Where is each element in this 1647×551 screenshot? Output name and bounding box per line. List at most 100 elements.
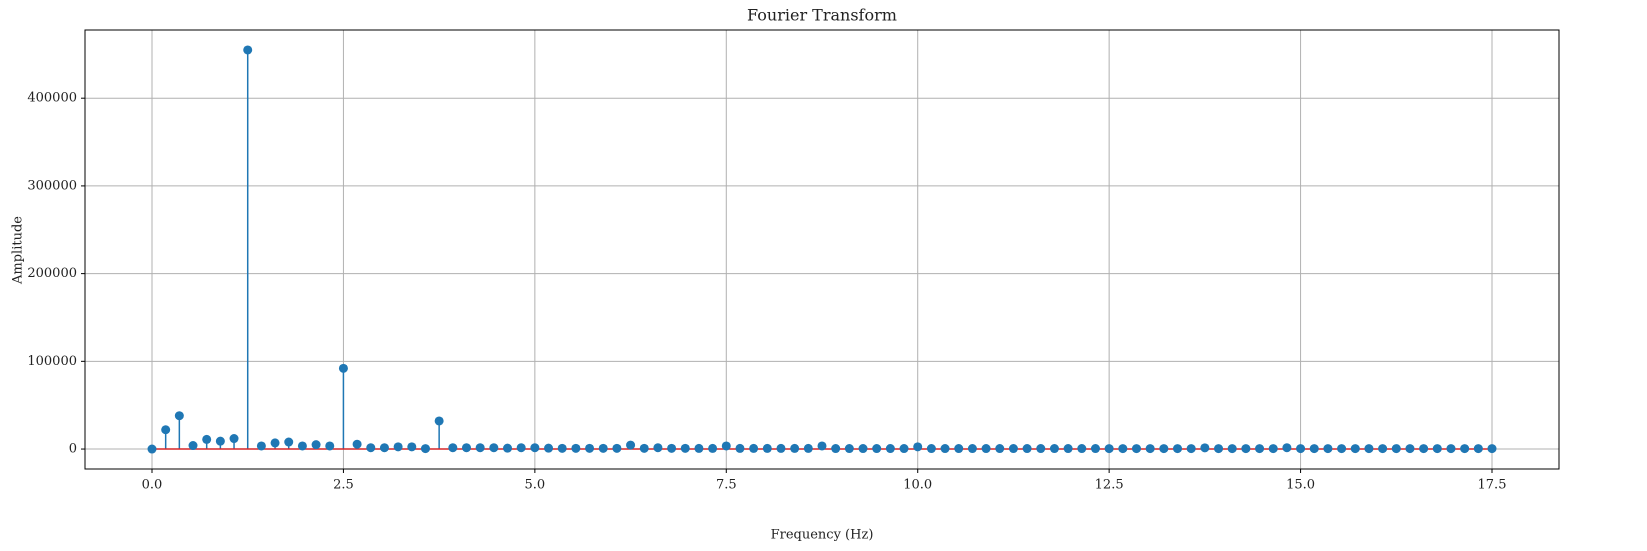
stem-marker xyxy=(1323,444,1333,454)
stem-marker xyxy=(1063,444,1073,454)
stem-marker xyxy=(913,442,923,452)
stem-marker xyxy=(161,425,171,435)
stem-marker xyxy=(790,443,800,453)
stem-marker xyxy=(680,443,690,453)
stem-marker xyxy=(995,444,1005,454)
x-tick-label: 7.5 xyxy=(716,478,737,493)
stem-marker xyxy=(366,443,376,453)
stem-marker xyxy=(379,443,389,453)
stem-marker xyxy=(1432,444,1442,454)
stem-marker xyxy=(721,441,731,451)
y-tick-label: 200000 xyxy=(27,266,77,281)
stem-marker xyxy=(1391,444,1401,454)
stem-marker xyxy=(626,440,636,450)
stem-marker xyxy=(1049,444,1059,454)
stem-marker xyxy=(1255,444,1265,454)
y-axis-label: Amplitude xyxy=(11,216,26,285)
stem-marker xyxy=(831,444,841,454)
x-tick-label: 0.0 xyxy=(142,478,163,493)
stem-marker xyxy=(1118,444,1128,454)
x-tick-label: 5.0 xyxy=(525,478,546,493)
x-tick-label: 17.5 xyxy=(1478,478,1507,493)
stem-marker xyxy=(749,443,759,453)
stem-marker xyxy=(407,442,417,452)
stem-marker xyxy=(503,443,513,453)
plot-frame xyxy=(84,29,1560,470)
stem-marker xyxy=(243,45,253,55)
y-tick-label: 400000 xyxy=(27,91,77,106)
stem-marker xyxy=(256,441,266,451)
stem-marker xyxy=(585,443,595,453)
stem-marker xyxy=(954,444,964,454)
y-tick-label: 100000 xyxy=(27,354,77,369)
y-tick-label: 300000 xyxy=(27,178,77,193)
stem-marker xyxy=(420,444,430,454)
stem-marker xyxy=(1296,444,1306,454)
stem-marker xyxy=(434,416,444,426)
stem-marker xyxy=(1200,443,1210,453)
stem-marker xyxy=(461,443,471,453)
stem-marker xyxy=(489,443,499,453)
stem-marker xyxy=(1159,444,1169,454)
stem-marker xyxy=(571,443,581,453)
stem-marker xyxy=(174,411,184,421)
stem-marker xyxy=(1487,444,1497,454)
stem-marker xyxy=(475,443,485,453)
stem-marker xyxy=(817,441,827,451)
stem-marker xyxy=(297,441,307,451)
stem-marker xyxy=(147,444,157,454)
stem-marker xyxy=(1131,444,1141,454)
stem-marker xyxy=(653,443,663,453)
stem-marker xyxy=(215,436,225,446)
x-tick-label: 15.0 xyxy=(1286,478,1315,493)
stem-marker xyxy=(1145,444,1155,454)
stem-marker xyxy=(530,443,540,453)
stem-marker xyxy=(1446,444,1456,454)
stem-marker xyxy=(1419,444,1429,454)
stem-marker xyxy=(612,443,622,453)
stem-marker xyxy=(735,443,745,453)
stem-marker xyxy=(981,444,991,454)
stem-marker xyxy=(667,443,677,453)
stem-marker xyxy=(1090,444,1100,454)
stem-marker xyxy=(803,443,813,453)
stem-marker xyxy=(1036,444,1046,454)
stem-marker xyxy=(1022,444,1032,454)
stem-marker xyxy=(393,442,403,452)
stem-marker xyxy=(557,443,567,453)
stem-marker xyxy=(940,444,950,454)
stem-marker xyxy=(1350,444,1360,454)
x-axis-label: Frequency (Hz) xyxy=(771,528,874,543)
stem-marker xyxy=(858,444,868,454)
stem-marker xyxy=(1241,444,1251,454)
stem-marker xyxy=(270,438,280,448)
stem-marker xyxy=(1077,444,1087,454)
stem-marker xyxy=(708,443,718,453)
stem-marker xyxy=(284,437,294,447)
stem-marker xyxy=(1364,444,1374,454)
stem-marker xyxy=(311,440,321,450)
stem-marker xyxy=(762,443,772,453)
stem-marker xyxy=(352,439,362,449)
y-tick-label: 0 xyxy=(69,442,77,457)
stem-marker xyxy=(1473,444,1483,454)
stem-marker xyxy=(516,443,526,453)
x-tick-label: 2.5 xyxy=(333,478,354,493)
x-tick-label: 10.0 xyxy=(903,478,932,493)
chart-title: Fourier Transform xyxy=(747,6,897,25)
stem-marker xyxy=(694,443,704,453)
stem-marker xyxy=(776,443,786,453)
stem-marker xyxy=(325,441,335,451)
stem-marker xyxy=(1405,444,1415,454)
stem-marker xyxy=(1460,444,1470,454)
stem-marker xyxy=(872,444,882,454)
stem-marker xyxy=(338,363,348,373)
stem-marker xyxy=(202,434,212,444)
stem-marker xyxy=(844,444,854,454)
x-tick-label: 12.5 xyxy=(1095,478,1124,493)
stem-marker xyxy=(639,443,649,453)
stem-marker xyxy=(885,444,895,454)
stem-marker xyxy=(188,441,198,451)
stem-marker xyxy=(1378,444,1388,454)
